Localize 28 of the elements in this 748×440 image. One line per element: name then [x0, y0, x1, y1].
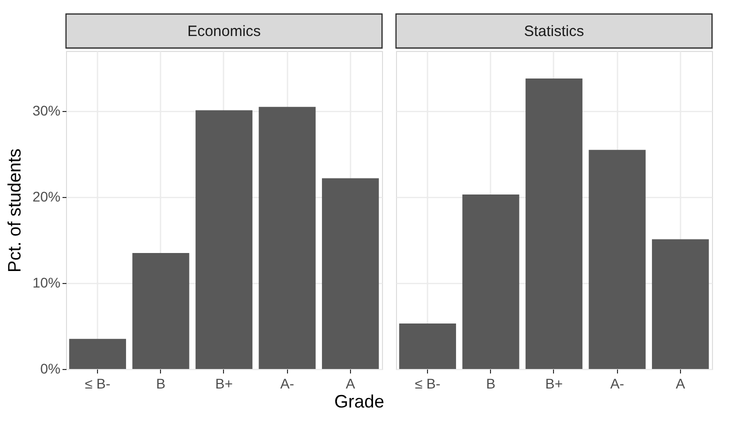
x-tick-label: A- [280, 376, 295, 392]
x-tick-label: A [676, 376, 686, 392]
bar [258, 106, 316, 369]
y-tick-label: 0% [40, 360, 60, 376]
x-tick-label: A [346, 376, 356, 392]
x-tick-label: A- [610, 376, 625, 392]
bar [196, 110, 252, 369]
bar [462, 194, 520, 369]
x-tick-label: ≤ B- [414, 376, 441, 392]
bar [652, 239, 709, 369]
chart-title: Economics [187, 23, 261, 40]
x-tick-label: B [156, 376, 166, 392]
bar [69, 338, 126, 369]
bar [132, 252, 190, 369]
bar [588, 150, 646, 369]
x-tick-label: ≤ B- [84, 376, 111, 392]
chart-title: Statistics [524, 23, 584, 40]
bar [399, 323, 456, 369]
bar [322, 178, 379, 369]
x-axis-title: Grade [334, 392, 384, 412]
y-tick-label: 20% [32, 188, 60, 205]
y-tick-label: 30% [32, 102, 60, 119]
y-tick-label: 10% [32, 274, 60, 291]
bar [526, 78, 582, 369]
x-tick-label: B+ [215, 376, 233, 392]
x-tick-label: B+ [545, 376, 563, 392]
y-axis-title: Pct. of students [4, 148, 24, 273]
x-tick-label: B [486, 376, 496, 392]
